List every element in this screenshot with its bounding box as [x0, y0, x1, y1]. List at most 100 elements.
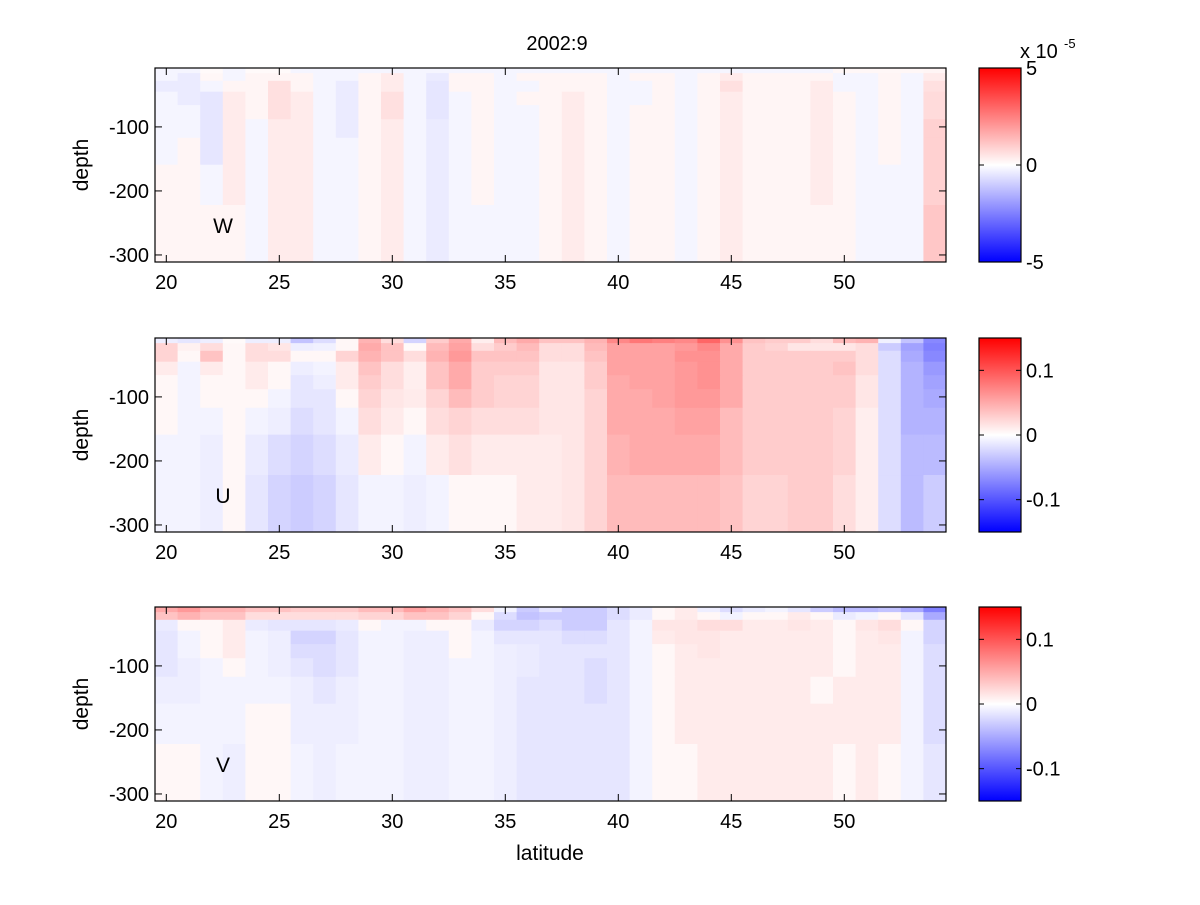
- heatmap-cell: [245, 137, 269, 166]
- heatmap-cell: [878, 119, 902, 139]
- heatmap-cell: [200, 105, 224, 120]
- heatmap-cell: [268, 164, 292, 206]
- heatmap-cell: [471, 658, 495, 678]
- heatmap-cell: [584, 644, 608, 659]
- heatmap-cell: [923, 407, 947, 436]
- heatmap-cell: [539, 612, 563, 621]
- heatmap-cell: [810, 607, 834, 613]
- heatmap-cell: [313, 205, 337, 263]
- heatmap-cell: [584, 164, 608, 206]
- heatmap-cell: [358, 338, 382, 344]
- heatmap-cell: [290, 630, 314, 645]
- heatmap-cell: [697, 389, 721, 409]
- heatmap-cell: [923, 744, 947, 802]
- heatmap-cell: [200, 119, 224, 139]
- heatmap-cell: [674, 91, 698, 106]
- heatmap-cell: [358, 619, 382, 632]
- heatmap-cell: [900, 744, 924, 802]
- y-axis-label: depth: [70, 139, 93, 192]
- heatmap-cell: [200, 73, 224, 82]
- heatmap-cell: [177, 343, 201, 352]
- heatmap-cell: [720, 407, 744, 436]
- heatmap-cell: [426, 676, 450, 705]
- heatmap-cell: [313, 607, 337, 613]
- heatmap-cell: [855, 80, 879, 93]
- heatmap-cell: [900, 164, 924, 206]
- heatmap-cell: [177, 338, 201, 344]
- x-tick-label: 25: [268, 811, 290, 833]
- heatmap-cell: [607, 619, 631, 632]
- heatmap-cell: [494, 164, 518, 206]
- heatmap-cell: [765, 644, 789, 659]
- heatmap-cell: [833, 91, 857, 106]
- heatmap-cell: [810, 619, 834, 632]
- heatmap-cell: [335, 205, 359, 263]
- heatmap-cell: [810, 68, 834, 74]
- heatmap-cell: [381, 703, 405, 745]
- heatmap-cell: [629, 164, 653, 206]
- heatmap-cell: [833, 80, 857, 93]
- heatmap-cell: [584, 475, 608, 533]
- heatmap-cell: [426, 137, 450, 166]
- heatmap-cell: [155, 91, 179, 106]
- heatmap-cell: [900, 630, 924, 645]
- heatmap-cell: [268, 676, 292, 705]
- heatmap-cell: [561, 475, 585, 533]
- heatmap-cell: [200, 68, 224, 74]
- heatmap-cell: [313, 343, 337, 352]
- heatmap-cell: [652, 73, 676, 82]
- heatmap-cell: [381, 434, 405, 476]
- heatmap-cell: [516, 80, 540, 93]
- heatmap-cell: [652, 703, 676, 745]
- heatmap-cell: [765, 205, 789, 263]
- colorbar-gradient: [978, 67, 1022, 263]
- heatmap-cell: [448, 744, 472, 802]
- heatmap-cell: [697, 375, 721, 390]
- heatmap-cell: [810, 105, 834, 120]
- y-axis-label: depth: [70, 409, 93, 462]
- heatmap-cell: [403, 644, 427, 659]
- x-tick-label: 20: [155, 542, 177, 564]
- heatmap-cell: [674, 475, 698, 533]
- heatmap-cell: [222, 630, 246, 645]
- heatmap-cell: [561, 343, 585, 352]
- heatmap-cell: [674, 164, 698, 206]
- heatmap-cell: [200, 343, 224, 352]
- heatmap-cell: [290, 338, 314, 344]
- heatmap-cell: [516, 338, 540, 344]
- heatmap-cell: [674, 619, 698, 632]
- x-tick-label: 50: [833, 542, 855, 564]
- heatmap-cell: [245, 68, 269, 74]
- heatmap-cell: [742, 338, 766, 344]
- heatmap-cell: [290, 389, 314, 409]
- heatmap-cell: [494, 676, 518, 705]
- heatmap-cell: [900, 350, 924, 363]
- heatmap-cell: [833, 119, 857, 139]
- heatmap-cell: [426, 164, 450, 206]
- x-tick-label: 35: [494, 811, 516, 833]
- heatmap-cell: [923, 658, 947, 678]
- heatmap-cell: [878, 73, 902, 82]
- heatmap-cell: [222, 389, 246, 409]
- heatmap-cell: [607, 361, 631, 376]
- heatmap-cell: [155, 619, 179, 632]
- heatmap-cell: [290, 676, 314, 705]
- panel-v: 20 25 30 35 40 45 50 -100 -200 -300 depth V: [70, 606, 947, 833]
- heatmap-cell: [448, 676, 472, 705]
- heatmap-cell: [561, 407, 585, 436]
- heatmap-cell: [810, 164, 834, 206]
- heatmap-cell: [222, 612, 246, 621]
- heatmap-cell: [720, 644, 744, 659]
- heatmap-cell: [313, 105, 337, 120]
- heatmap-cell: [268, 630, 292, 645]
- heatmap-cell: [652, 658, 676, 678]
- heatmap-cell: [539, 744, 563, 802]
- heatmap-cell: [335, 703, 359, 745]
- heatmap-cell: [810, 350, 834, 363]
- heatmap-cell: [652, 91, 676, 106]
- heatmap-cell: [674, 68, 698, 74]
- heatmap-cell: [268, 644, 292, 659]
- y-axis-label: depth: [70, 678, 93, 731]
- heatmap-cell: [561, 164, 585, 206]
- heatmap-cell: [358, 164, 382, 206]
